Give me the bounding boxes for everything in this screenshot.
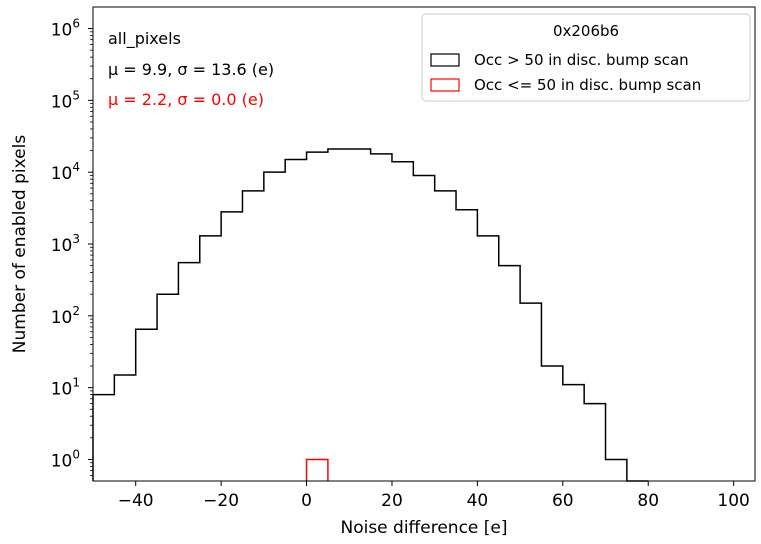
legend: 0x206b6 Occ > 50 in disc. bump scan Occ … <box>421 13 751 102</box>
x-tick-label: −20 <box>203 491 239 511</box>
y-tick-label: 106 <box>51 17 80 41</box>
y-tick-label: 105 <box>51 88 80 112</box>
histogram-steps <box>92 148 649 482</box>
legend-swatch-high-occ <box>430 53 460 67</box>
legend-swatch-low-occ <box>430 78 460 92</box>
y-ticks: 100 101 102 103 104 105 106 <box>51 17 93 476</box>
x-tick-label: 0 <box>301 491 312 511</box>
legend-title: 0x206b6 <box>553 22 619 40</box>
annotation-title: all_pixels <box>108 29 181 49</box>
x-ticks: −40 −20 0 20 40 60 80 100 <box>118 481 750 511</box>
x-tick-label: −40 <box>118 491 154 511</box>
legend-label-high-occ: Occ > 50 in disc. bump scan <box>474 51 689 69</box>
x-tick-label: 20 <box>381 491 403 511</box>
x-axis-label: Noise difference [e] <box>340 518 507 538</box>
x-tick-label: 80 <box>637 491 659 511</box>
y-tick-label: 103 <box>51 232 80 256</box>
x-tick-label: 100 <box>717 491 749 511</box>
y-tick-label: 102 <box>51 304 80 328</box>
x-tick-label: 40 <box>467 491 489 511</box>
y-tick-label: 101 <box>51 376 80 400</box>
histogram-series-low-occ <box>305 458 329 481</box>
y-tick-label: 100 <box>51 447 80 471</box>
histogram-series-high-occ <box>92 148 649 482</box>
x-tick-label: 60 <box>552 491 574 511</box>
y-axis-label: Number of enabled pixels <box>10 135 30 354</box>
y-tick-label: 104 <box>51 160 80 184</box>
annotation-low-occ-stats: μ = 2.2, σ = 0.0 (e) <box>108 90 264 109</box>
legend-box <box>421 13 751 102</box>
annotation-all-stats: μ = 9.9, σ = 13.6 (e) <box>108 60 274 79</box>
legend-label-low-occ: Occ <= 50 in disc. bump scan <box>474 76 701 94</box>
